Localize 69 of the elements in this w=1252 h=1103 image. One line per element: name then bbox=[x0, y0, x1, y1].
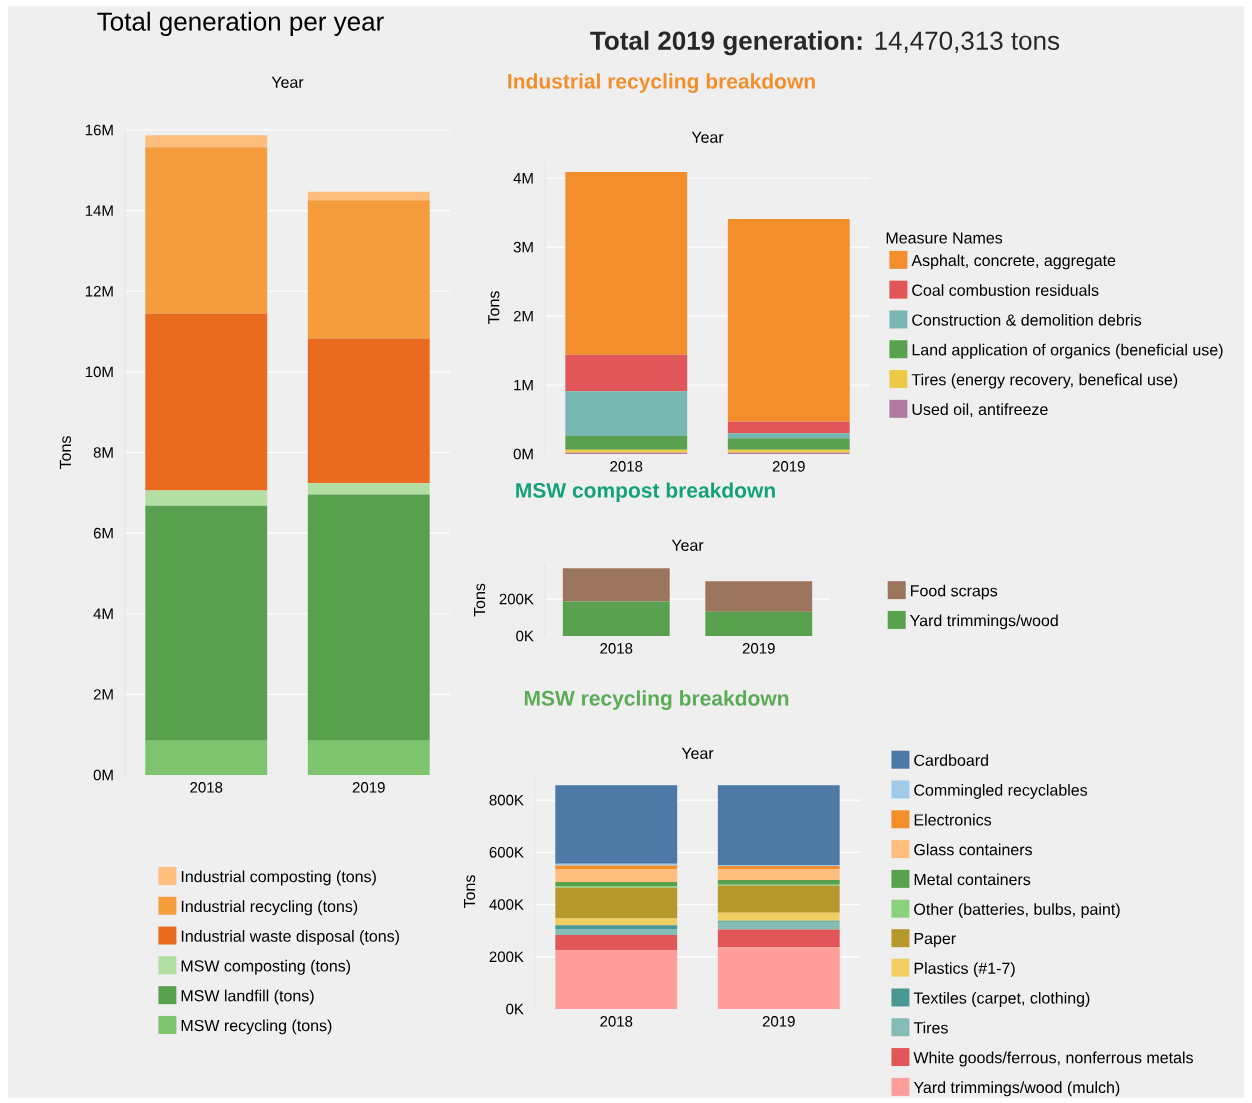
y-axis-title: Tons bbox=[474, 583, 486, 617]
y-tick-label: 800K bbox=[489, 794, 524, 806]
y-tick-label: 10M bbox=[85, 366, 113, 378]
x-axis-title: Year bbox=[271, 76, 304, 88]
legend-label: MSW composting (tons) bbox=[181, 959, 351, 975]
legend-label: Paper bbox=[914, 932, 956, 948]
legend-label: MSW recycling (tons) bbox=[181, 1019, 332, 1035]
y-tick-label: 0K bbox=[506, 1003, 524, 1015]
y-tick-label: 4M bbox=[93, 608, 113, 619]
legend-label: Industrial recycling (tons) bbox=[181, 900, 358, 916]
y-tick-label: 0K bbox=[516, 630, 534, 642]
legend-label: Industrial waste disposal (tons) bbox=[181, 930, 399, 945]
legend-label: Food scraps bbox=[911, 584, 998, 600]
y-tick-label: 200K bbox=[499, 593, 534, 605]
chart-title: MSW recycling breakdown bbox=[524, 690, 789, 710]
x-tick-label: 2018 bbox=[600, 1016, 633, 1027]
legend-label: Metal containers bbox=[914, 873, 1031, 886]
legend-label: Textiles (carpet, clothing) bbox=[913, 991, 1090, 1007]
legend-label: Commingled recyclables bbox=[914, 784, 1088, 799]
legend-label: Coal combustion residuals bbox=[912, 284, 1099, 296]
y-tick-label: 400K bbox=[489, 899, 524, 910]
legend-label: White goods/ferrous, nonferrous metals bbox=[913, 1051, 1193, 1067]
legend-title: Measure Names bbox=[886, 232, 1003, 244]
y-axis-title: Tons bbox=[59, 436, 72, 470]
y-tick-label: 3M bbox=[513, 241, 533, 253]
y-tick-label: 12M bbox=[85, 286, 113, 297]
legend-label: Cardboard bbox=[914, 754, 988, 766]
legend-label: Tires (energy recovery, benefical use) bbox=[911, 373, 1178, 389]
x-tick-label: 2018 bbox=[610, 461, 643, 472]
legend-label: Plastics (#1-7) bbox=[914, 962, 1015, 978]
y-tick-label: 200K bbox=[489, 951, 524, 963]
y-tick-label: 0M bbox=[513, 448, 533, 460]
legend-label: Glass containers bbox=[914, 843, 1033, 856]
legend-label: Yard trimmings/wood bbox=[910, 614, 1058, 630]
legend-label: Land application of organics (beneficial use) bbox=[912, 343, 1223, 359]
y-tick-label: 600K bbox=[489, 847, 524, 858]
x-tick-label: 2019 bbox=[352, 782, 385, 793]
x-tick-label: 2018 bbox=[190, 782, 223, 793]
x-tick-label: 2019 bbox=[762, 1016, 795, 1027]
chart-title: Industrial recycling breakdown bbox=[508, 73, 815, 93]
legend-label: Electronics bbox=[914, 813, 992, 826]
y-tick-label: 16M bbox=[85, 124, 113, 136]
legend-label: Asphalt, concrete, aggregate bbox=[911, 254, 1116, 270]
y-tick-label: 8M bbox=[93, 447, 113, 458]
x-tick-label: 2019 bbox=[742, 643, 775, 654]
x-axis-title: Year bbox=[671, 539, 704, 551]
y-tick-label: 1M bbox=[514, 379, 533, 391]
chart-title: Total generation per year bbox=[97, 11, 384, 36]
legend-label: Construction & demolition debris bbox=[912, 313, 1142, 326]
y-tick-label: 2M bbox=[513, 310, 533, 322]
y-axis-title: Tons bbox=[488, 291, 500, 325]
legend-label: Yard trimmings/wood (mulch) bbox=[913, 1081, 1120, 1097]
legend-label: Industrial composting (tons) bbox=[181, 870, 376, 886]
legend-label: Tires bbox=[913, 1021, 948, 1034]
y-tick-label: 6M bbox=[93, 527, 113, 539]
legend-label: Other (batteries, bulbs, paint) bbox=[914, 903, 1120, 919]
text: Total 2019 generation: 14,470,313 tons bbox=[590, 30, 1060, 56]
x-axis-title: Year bbox=[691, 131, 724, 143]
y-tick-label: 4M bbox=[513, 173, 533, 184]
legend-label: Used oil, antifreeze bbox=[912, 403, 1048, 417]
y-tick-label: 0M bbox=[93, 769, 113, 781]
legend-label: MSW landfill (tons) bbox=[181, 989, 314, 1005]
x-tick-label: 2018 bbox=[600, 643, 633, 654]
x-tick-label: 2019 bbox=[772, 461, 805, 472]
x-axis-title: Year bbox=[681, 747, 714, 759]
y-tick-label: 14M bbox=[85, 205, 113, 216]
chart-title: MSW compost breakdown bbox=[516, 482, 775, 502]
y-axis-title: Tons bbox=[464, 875, 476, 909]
y-tick-label: 2M bbox=[93, 689, 113, 700]
